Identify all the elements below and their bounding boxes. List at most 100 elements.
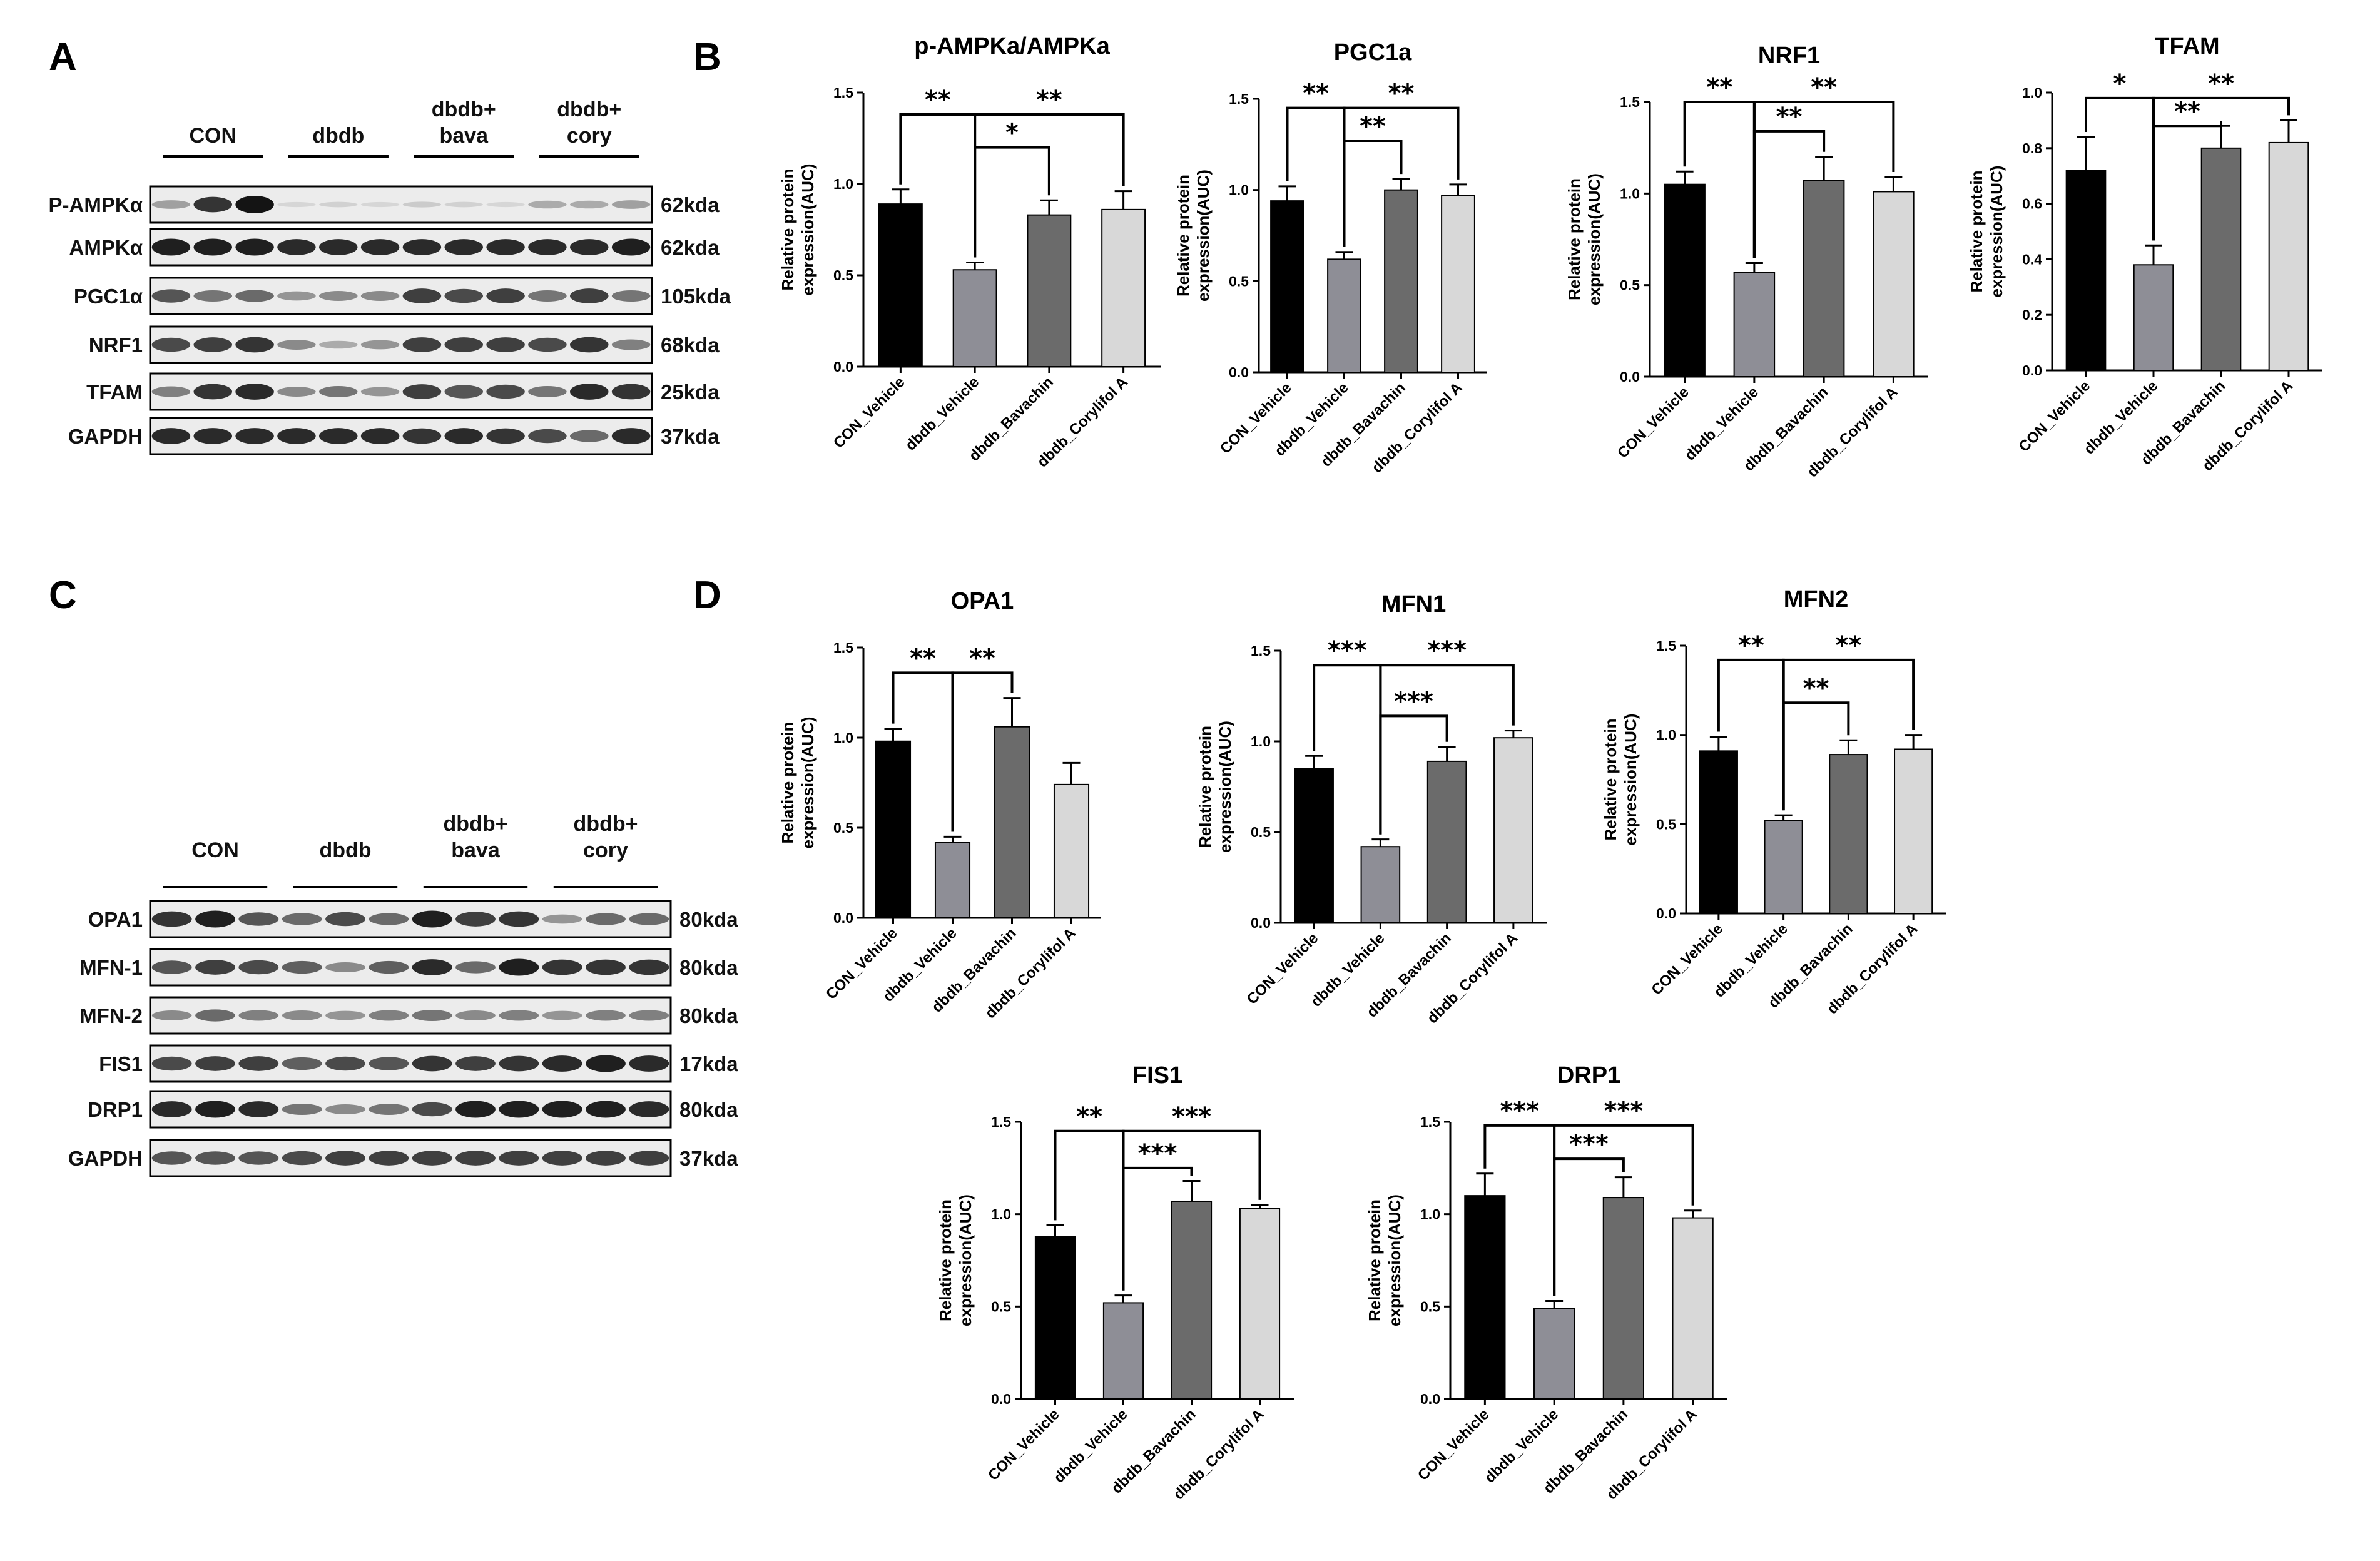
blot-band	[412, 1009, 452, 1022]
blot-band	[319, 291, 358, 301]
blot-group-header: dbdb+bava	[423, 812, 528, 888]
significance-label: **	[1303, 79, 1329, 108]
y-axis-label: Relative proteinexpression(AUC)	[1565, 173, 1604, 305]
y-tick-label: 0.5	[1229, 273, 1249, 289]
significance-label: **	[1076, 1102, 1102, 1131]
blot-band	[151, 386, 191, 397]
chart-title: FIS1	[1132, 1062, 1182, 1089]
significance-label: **	[1360, 112, 1386, 141]
bar	[1464, 1195, 1506, 1400]
blot-band	[195, 1151, 235, 1165]
bar	[1733, 272, 1776, 377]
blot-row: GAPDH 37kda	[68, 1139, 738, 1177]
y-axis-label-line: Relative protein	[1174, 175, 1193, 297]
x-tick-label: CON_Vehicle	[985, 1406, 1063, 1484]
y-tick-label: 0.5	[833, 267, 853, 283]
blot-band	[542, 1010, 582, 1020]
blot-band	[611, 200, 651, 209]
blot-band	[542, 1151, 582, 1166]
y-tick-label: 0.2	[2022, 307, 2042, 323]
blot-band	[412, 959, 452, 975]
panel-label-c: C	[49, 574, 77, 617]
y-tick-label: 1.0	[2022, 84, 2042, 101]
chart-title: DRP1	[1557, 1062, 1620, 1089]
y-axis-label: Relative proteinexpression(AUC)	[778, 717, 817, 849]
bar	[2065, 170, 2107, 371]
blot-row: NRF1 68kda	[89, 325, 720, 364]
chart-title: MFN1	[1381, 591, 1446, 618]
y-tick-label: 0.8	[2022, 140, 2042, 156]
blot-band	[629, 1010, 669, 1021]
significance-label: ***	[1569, 1130, 1609, 1159]
significance-line	[1553, 1157, 1625, 1296]
y-axis-label-line: Relative protein	[1565, 178, 1584, 300]
x-tick-label: CON_Vehicle	[1415, 1406, 1493, 1484]
significance-bracket: ***	[1379, 687, 1448, 835]
bar	[1101, 208, 1146, 367]
blot-band	[499, 1010, 539, 1021]
blot-band	[586, 1151, 626, 1166]
blot-band	[486, 337, 525, 352]
significance-label: ***	[1427, 636, 1467, 665]
blot-band	[282, 1151, 322, 1166]
blot-row: TFAM 25kda	[86, 372, 720, 411]
blot-band	[402, 337, 442, 352]
blot-band	[455, 961, 496, 974]
blot-band	[586, 1010, 626, 1021]
blot-band	[282, 1103, 322, 1116]
blot-row: OPA1 80kda	[88, 900, 738, 938]
significance-label: *	[2113, 69, 2127, 98]
y-tick-label: 0.0	[991, 1391, 1011, 1407]
bar	[1027, 214, 1072, 368]
y-tick-label: 0.0	[1229, 364, 1249, 380]
y-tick-label: 0.5	[833, 820, 853, 836]
blot-row: MFN-2 80kda	[79, 996, 738, 1035]
significance-label: ***	[1394, 687, 1433, 716]
y-axis-label-line: expression(AUC)	[1194, 170, 1213, 302]
y-tick-label: 0.0	[2022, 362, 2042, 379]
x-tick-label: CON_Vehicle	[1614, 384, 1692, 462]
blot-band	[360, 239, 400, 255]
blot-strip	[149, 185, 653, 224]
y-axis-label: Relative proteinexpression(AUC)	[778, 164, 817, 296]
blot-band	[325, 1151, 365, 1166]
y-tick-label: 1.5	[991, 1114, 1011, 1130]
blot-band	[277, 201, 316, 208]
blot-band	[455, 1101, 496, 1118]
blot-band	[282, 1057, 322, 1070]
blot-strip	[149, 996, 672, 1035]
y-tick-label: 1.5	[1229, 91, 1249, 107]
y-tick-label: 1.0	[1620, 185, 1640, 201]
blot-band	[151, 238, 191, 256]
y-axis-label-line: Relative protein	[936, 1199, 955, 1321]
blot-band	[444, 288, 483, 303]
blot-band	[282, 913, 322, 925]
y-tick-label: 1.5	[833, 639, 853, 656]
significance-line	[2152, 121, 2222, 241]
blot-band	[444, 428, 483, 444]
bar	[1239, 1208, 1281, 1400]
bar	[934, 842, 971, 919]
chart-p-ampka-ampka: p-AMPKa/AMPKa 0.0 0.5 1.0 1.5 Relative protei…	[778, 33, 1161, 470]
blot-strip	[149, 1139, 672, 1177]
blot-group-label: bava	[451, 838, 501, 862]
chart-title: MFN2	[1784, 586, 1848, 613]
bar	[1426, 760, 1467, 924]
significance-label: ***	[1328, 636, 1367, 665]
y-axis-label: Relative proteinexpression(AUC)	[1967, 166, 2006, 298]
blot-band	[360, 428, 400, 444]
blot-band	[611, 339, 651, 350]
chart-title: TFAM	[2155, 33, 2219, 59]
blot-band	[193, 238, 232, 256]
y-tick-label: 0.5	[1251, 824, 1271, 840]
blot-size-label: 80kda	[679, 1004, 738, 1027]
blot-size-label: 17kda	[679, 1052, 738, 1075]
chart-mfn1: MFN1 0.0 0.5 1.0 1.5 Relative proteinexpressi…	[1196, 591, 1547, 1027]
significance-bracket: ***	[1553, 1130, 1625, 1296]
blot-band	[412, 1102, 452, 1117]
significance-bracket: **	[1343, 112, 1403, 247]
significance-label: **	[1803, 674, 1829, 703]
blot-protein-label: FIS1	[99, 1052, 143, 1075]
blot-band	[238, 1010, 279, 1021]
